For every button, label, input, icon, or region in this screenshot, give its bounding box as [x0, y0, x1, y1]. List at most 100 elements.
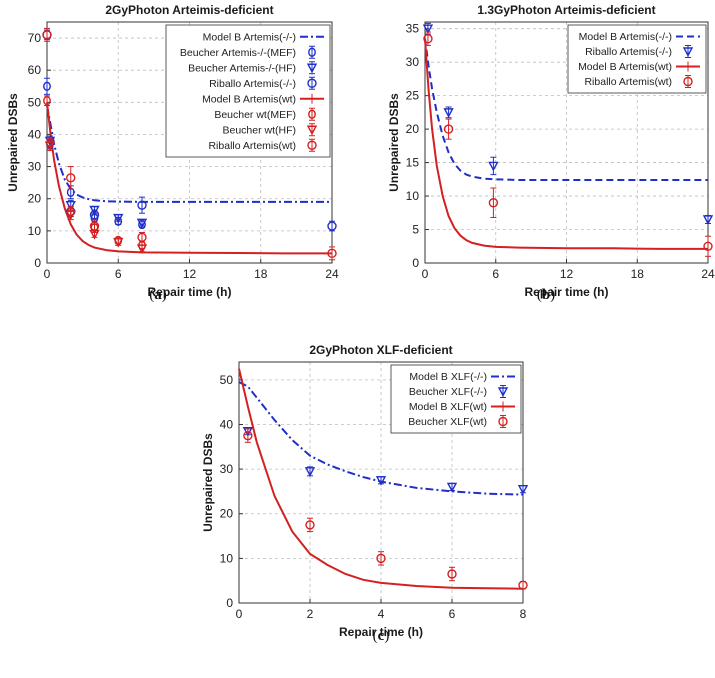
marker-triangle	[375, 476, 387, 486]
model-curve	[424, 38, 708, 250]
marker-triangle	[497, 387, 509, 397]
data-series	[42, 27, 337, 261]
marker-circle	[498, 416, 508, 427]
chart-panel-a: 2GyPhoton Arteimis-deficient 0 6 12 18 24 0 10 2…	[6, 3, 339, 299]
marker-circle	[308, 47, 316, 57]
marker-circle	[243, 430, 253, 441]
chart-panel-b: 1.3GyPhoton Arteimis-deficient 0 6 12 18 24 0 5…	[387, 3, 715, 299]
y-tick-label: 20	[28, 192, 42, 206]
legend-label: Model B Artemis(wt)	[202, 93, 296, 105]
x-tick-label: 6	[115, 267, 122, 281]
y-tick-label: 40	[28, 127, 42, 141]
legend: Model B Artemis(-/-) Beucher Artemis-/-(M…	[165, 24, 331, 158]
marker-circle	[307, 140, 317, 150]
legend-label: Model B Artemis(-/-)	[203, 31, 296, 43]
x-tick-label: 6	[449, 607, 456, 621]
marker-triangle	[136, 218, 148, 229]
y-tick-label: 30	[28, 160, 42, 174]
y-tick-label: 5	[412, 223, 419, 237]
chart-title: 2GyPhoton XLF-deficient	[309, 343, 452, 357]
y-axis-label: Unrepaired DSBs	[201, 433, 215, 532]
marker-circle	[327, 221, 337, 231]
marker-circle	[703, 241, 713, 251]
x-tick-label: 12	[560, 267, 574, 281]
x-tick-label: 8	[520, 607, 527, 621]
caption-letter: a	[154, 287, 162, 303]
marker-triangle	[65, 200, 76, 211]
y-tick-label: 40	[220, 417, 234, 431]
x-tick-label: 2	[307, 607, 314, 621]
x-axis-label: Repair time (h)	[339, 625, 423, 639]
legend-label: Riballo Artemis(-/-)	[209, 78, 296, 90]
y-tick-label: 70	[28, 31, 42, 45]
model-curve	[424, 38, 708, 181]
marker-triangle	[44, 141, 56, 152]
caption-open: (	[149, 287, 154, 303]
data-series	[423, 31, 713, 257]
caption-letter: b	[542, 287, 550, 303]
y-tick-label: 30	[220, 462, 234, 476]
legend-label: Model B XLF(wt)	[409, 401, 487, 413]
x-tick-label: 0	[236, 607, 243, 621]
marker-triangle	[488, 161, 499, 172]
legend-label: Beucher XLF(-/-)	[409, 386, 487, 398]
marker-triangle	[443, 108, 454, 118]
chart-panel-c: 2GyPhoton XLF-deficient 0 2 4 6 8 0 10 20 30 40 50 R…	[201, 343, 529, 639]
x-tick-label: 6	[492, 267, 499, 281]
legend-label: Beucher XLF(wt)	[408, 416, 487, 428]
marker-triangle	[682, 47, 694, 57]
marker-triangle	[306, 125, 318, 136]
y-tick-label: 50	[28, 95, 42, 109]
x-tick-label: 4	[378, 607, 385, 621]
x-tick-label: 18	[254, 267, 268, 281]
x-tick-label: 24	[325, 267, 339, 281]
model-curve	[238, 368, 524, 590]
legend-label: Beucher Artemis-/-(MEF)	[180, 47, 296, 59]
legend: Model B Artemis(-/-) Riballo Artemis(-/-)…	[567, 24, 707, 94]
marker-triangle	[113, 213, 124, 224]
marker-circle	[43, 81, 51, 91]
legend-label: Beucher Artemis-/-(HF)	[188, 62, 296, 74]
x-tick-label: 12	[183, 267, 197, 281]
model-curve	[46, 102, 332, 255]
legend-label: Riballo Artemis(-/-)	[585, 46, 672, 58]
marker-triangle	[65, 210, 76, 221]
legend-label: Beucher wt(HF)	[222, 124, 296, 136]
marker-circle	[137, 232, 147, 242]
legend-label: Model B XLF(-/-)	[409, 371, 487, 383]
marker-circle	[89, 221, 100, 231]
marker-triangle	[517, 484, 529, 495]
marker-circle	[683, 76, 693, 87]
legend-box	[165, 24, 331, 158]
y-tick-label: 10	[406, 189, 420, 203]
y-axis-label: Unrepaired DSBs	[387, 93, 401, 192]
x-tick-label: 18	[631, 267, 645, 281]
chart-title: 2GyPhoton Arteimis-deficient	[105, 3, 273, 17]
y-tick-label: 0	[226, 596, 233, 610]
marker-circle	[305, 520, 315, 530]
x-tick-label: 0	[422, 267, 429, 281]
y-tick-label: 25	[406, 89, 420, 103]
caption-close: )	[550, 287, 555, 303]
chart-title: 1.3GyPhoton Arteimis-deficient	[477, 3, 655, 17]
marker-circle	[307, 78, 317, 88]
marker-circle	[89, 210, 100, 220]
marker-circle	[518, 580, 528, 590]
legend-label: Beucher wt(MEF)	[214, 109, 296, 121]
model-curve	[238, 381, 524, 496]
marker-triangle	[446, 482, 458, 493]
y-tick-label: 50	[220, 373, 234, 387]
caption-open: (	[373, 628, 378, 644]
legend: Model B XLF(-/-) Beucher XLF(-/-) Model B …	[390, 364, 522, 434]
marker-circle	[43, 96, 51, 106]
caption-close: )	[162, 287, 167, 303]
y-tick-label: 0	[34, 256, 41, 270]
legend-label: Model B Artemis(-/-)	[579, 31, 672, 43]
marker-triangle	[304, 467, 316, 477]
marker-circle	[443, 124, 454, 134]
marker-circle	[66, 173, 76, 183]
y-axis-label: Unrepaired DSBs	[6, 93, 20, 192]
legend-label: Riballo Artemis(wt)	[584, 76, 672, 88]
x-tick-label: 0	[44, 267, 51, 281]
data-series	[243, 428, 528, 590]
